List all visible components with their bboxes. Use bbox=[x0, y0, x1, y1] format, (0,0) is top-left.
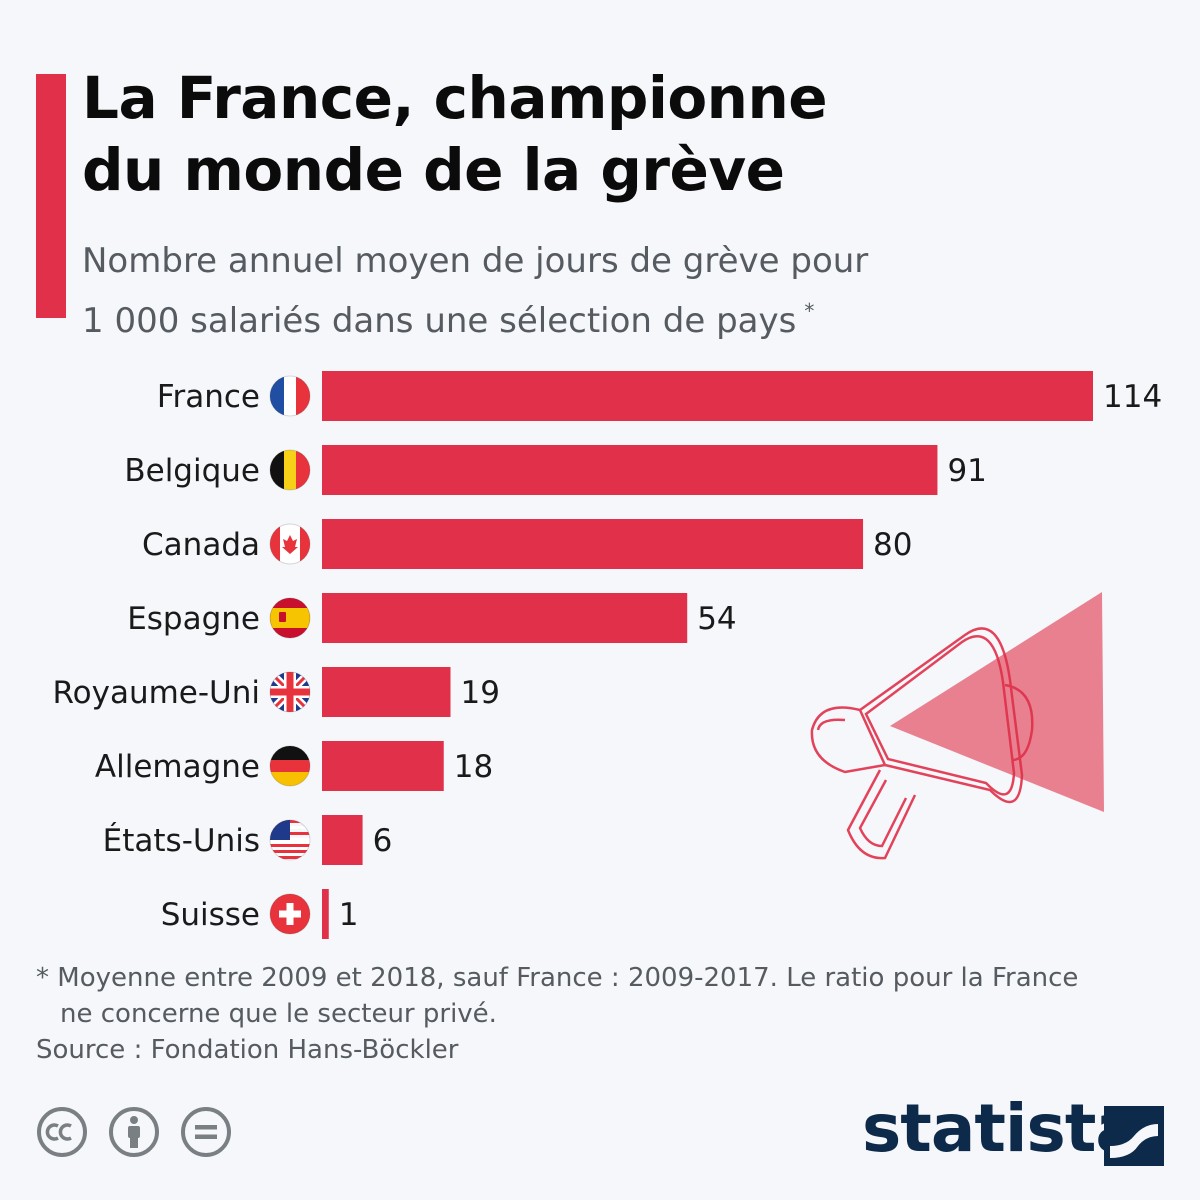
statista-logo-icon[interactable] bbox=[1104, 1106, 1164, 1166]
chart-row-canada: Canada 80 bbox=[142, 519, 913, 569]
flag-france-icon bbox=[269, 375, 311, 417]
flag-usa-icon bbox=[269, 819, 311, 861]
value-label: 6 bbox=[373, 823, 393, 859]
footnote-line-1: * Moyenne entre 2009 et 2018, sauf Franc… bbox=[36, 963, 1079, 993]
flag-spain-icon bbox=[269, 597, 311, 639]
megaphone-illustration bbox=[810, 592, 1104, 860]
title-accent-bar bbox=[36, 74, 66, 318]
statista-logo-text[interactable]: statista bbox=[862, 1090, 1140, 1167]
chart-row-suisse: Suisse 1 bbox=[161, 889, 359, 939]
value-label: 80 bbox=[873, 527, 912, 563]
category-label: Allemagne bbox=[95, 749, 260, 785]
value-label: 18 bbox=[454, 749, 493, 785]
creative-commons-icon[interactable] bbox=[36, 1106, 88, 1158]
bar-france bbox=[322, 371, 1093, 421]
bar-espagne bbox=[322, 593, 688, 643]
chart-row-allemagne: Allemagne 18 bbox=[95, 741, 493, 791]
bar-canada bbox=[322, 519, 864, 569]
chart-row-royaume-uni: Royaume-Uni 19 bbox=[52, 667, 500, 717]
category-label: États-Unis bbox=[103, 823, 260, 859]
bar-etats-unis bbox=[322, 815, 363, 865]
footnote-line-2: ne concerne que le secteur privé. bbox=[60, 999, 497, 1029]
footnote: * Moyenne entre 2009 et 2018, sauf Franc… bbox=[36, 960, 1156, 1068]
bar-allemagne bbox=[322, 741, 444, 791]
chart-subtitle: Nombre annuel moyen de jours de grève po… bbox=[82, 236, 1082, 346]
flag-canada-icon bbox=[269, 523, 311, 565]
title-line-1: La France, championne bbox=[82, 64, 828, 132]
attribution-icon[interactable] bbox=[108, 1106, 160, 1158]
value-label: 54 bbox=[697, 601, 736, 637]
subtitle-line-2-text: 1 000 salariés dans une sélection de pay… bbox=[82, 301, 797, 341]
subtitle-line-1: Nombre annuel moyen de jours de grève po… bbox=[82, 241, 869, 281]
category-label: Canada bbox=[142, 527, 260, 563]
chart-row-espagne: Espagne 54 bbox=[127, 593, 737, 643]
value-label: 91 bbox=[947, 453, 986, 489]
subtitle-footnote-mark: * bbox=[804, 299, 815, 323]
chart-row-etats-unis: États-Unis 6 bbox=[103, 815, 393, 865]
category-label: France bbox=[157, 379, 260, 415]
bar-chart: France 114 Belgique 91 Canada 80 Espagne 54 Roya… bbox=[52, 371, 1162, 939]
category-label: Espagne bbox=[127, 601, 260, 637]
flag-germany-icon bbox=[269, 745, 311, 787]
flag-belgium-icon bbox=[269, 449, 311, 491]
category-label: Belgique bbox=[124, 453, 260, 489]
chart-row-belgique: Belgique 91 bbox=[124, 445, 987, 495]
flag-switzerland-icon bbox=[269, 893, 311, 935]
bar-suisse bbox=[322, 889, 329, 939]
value-label: 114 bbox=[1103, 379, 1162, 415]
flag-uk-icon bbox=[269, 671, 311, 713]
subtitle-line-2: 1 000 salariés dans une sélection de pay… bbox=[82, 286, 1082, 346]
bar-belgique bbox=[322, 445, 938, 495]
value-label: 19 bbox=[461, 675, 500, 711]
chart-title: La France, championne du monde de la grè… bbox=[82, 62, 1082, 206]
bar-royaume-uni bbox=[322, 667, 451, 717]
source-line: Source : Fondation Hans-Böckler bbox=[36, 1035, 459, 1065]
title-line-2: du monde de la grève bbox=[82, 136, 785, 204]
no-derivatives-icon[interactable] bbox=[180, 1106, 232, 1158]
chart-row-france: France 114 bbox=[157, 371, 1162, 421]
category-label: Royaume-Uni bbox=[52, 675, 260, 711]
value-label: 1 bbox=[339, 897, 359, 933]
category-label: Suisse bbox=[161, 897, 260, 933]
